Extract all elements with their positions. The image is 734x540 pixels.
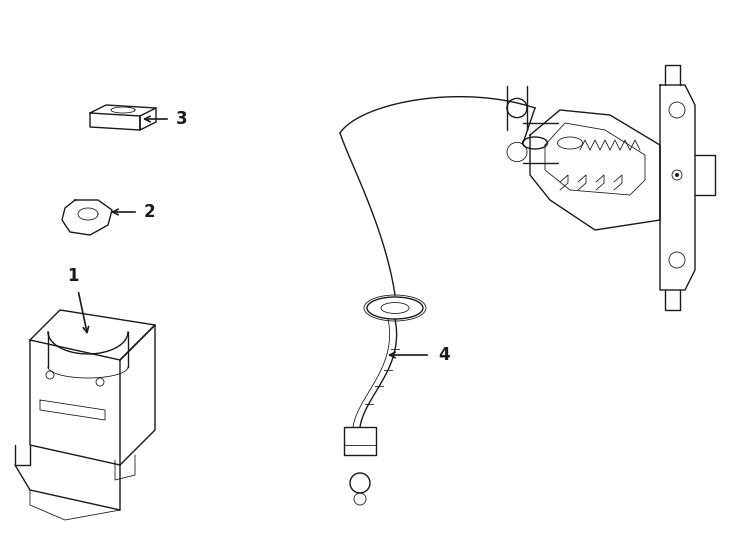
Text: 1: 1 [68,267,79,285]
Text: 4: 4 [438,346,450,364]
Circle shape [675,173,679,177]
Text: 2: 2 [144,203,156,221]
Text: 3: 3 [176,110,188,128]
